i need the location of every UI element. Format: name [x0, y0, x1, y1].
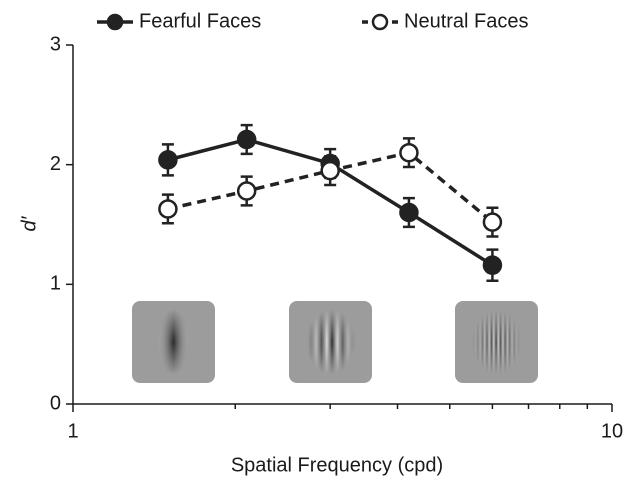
gabor-images [132, 301, 538, 383]
x-tick-label: 10 [601, 420, 623, 442]
data-point [236, 129, 257, 150]
data-point [482, 212, 503, 232]
data-point [158, 199, 178, 219]
y-tick-label: 0 [50, 392, 61, 414]
y-tick-label: 2 [50, 153, 61, 175]
y-tick-label: 3 [50, 33, 61, 55]
data-point [320, 160, 340, 181]
legend-label: Neutral Faces [404, 10, 529, 32]
data-point [399, 202, 419, 223]
legend-marker [106, 13, 124, 31]
x-axis-label: Spatial Frequency (cpd) [231, 454, 443, 476]
data-point [399, 142, 419, 163]
x-tick-label: 1 [67, 420, 78, 442]
data-point [236, 181, 257, 201]
legend-marker [371, 13, 389, 31]
legend-label: Fearful Faces [139, 10, 261, 32]
data-point [482, 255, 503, 275]
y-axis-label: d′ [18, 215, 40, 231]
data-point [158, 150, 178, 170]
y-tick-label: 1 [50, 273, 61, 295]
